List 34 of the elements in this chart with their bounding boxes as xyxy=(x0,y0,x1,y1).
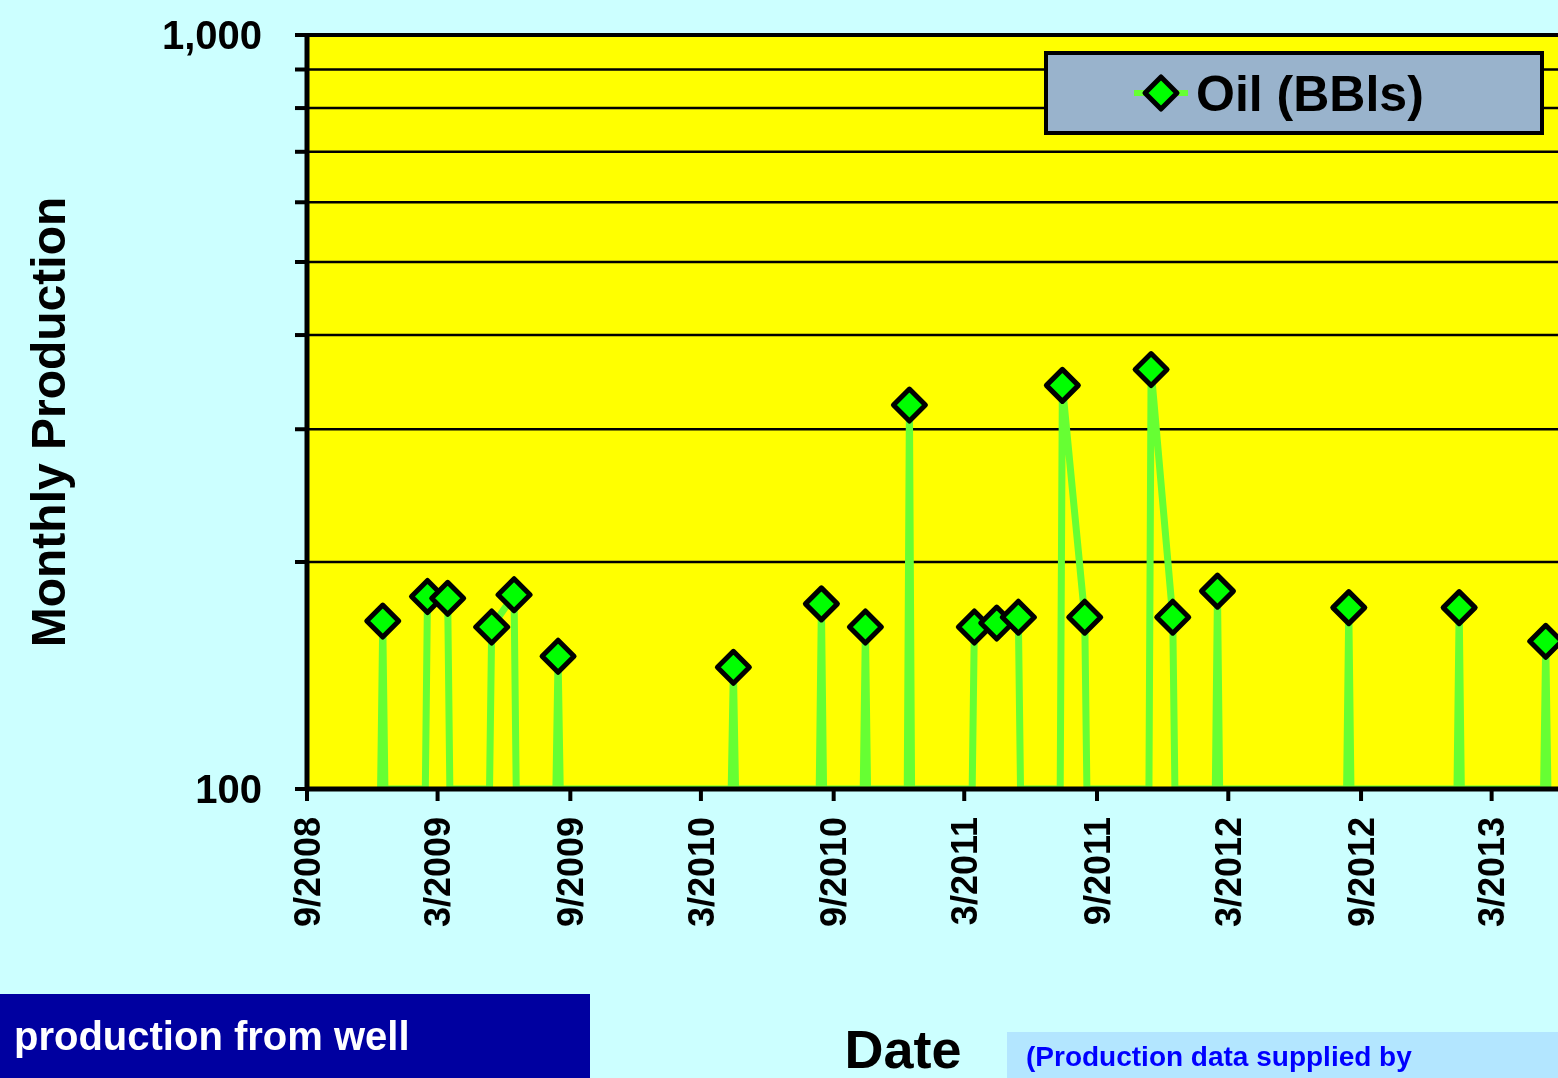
text: production from well xyxy=(14,1014,410,1058)
legend-label: Oil (BBls) xyxy=(1196,65,1424,122)
point xyxy=(1154,598,1192,636)
x-tick-label: 9/2011 xyxy=(1076,817,1118,926)
point xyxy=(1132,351,1170,389)
point xyxy=(473,608,511,646)
x-axis-title: Date xyxy=(844,1019,962,1078)
y-tick-label: 100 xyxy=(195,767,262,811)
text: (Production data supplied by xyxy=(1026,1041,1413,1072)
point xyxy=(429,579,467,617)
x-tick-label: 3/2010 xyxy=(680,817,722,928)
point xyxy=(1043,366,1081,404)
y-axis-title: Monthly Production xyxy=(21,196,75,648)
point xyxy=(1440,589,1478,627)
x-tick-label: 3/2009 xyxy=(417,817,459,928)
point xyxy=(364,602,402,640)
x-tick-label: 9/2009 xyxy=(549,817,591,928)
point xyxy=(714,648,752,686)
point xyxy=(1198,572,1236,610)
y-tick-label: 1,000 xyxy=(161,13,262,57)
point xyxy=(846,608,884,646)
point xyxy=(802,585,840,623)
x-tick-label: 9/2012 xyxy=(1340,817,1382,928)
point xyxy=(1330,589,1368,627)
point xyxy=(890,386,928,424)
point xyxy=(495,576,533,614)
x-tick-label: 9/2010 xyxy=(813,817,855,928)
point xyxy=(1066,598,1104,636)
point xyxy=(539,637,577,675)
x-tick-label: 3/2013 xyxy=(1471,817,1513,928)
x-tick-label: 3/2011 xyxy=(943,817,985,926)
x-tick-label: 9/2008 xyxy=(286,817,328,928)
point xyxy=(999,598,1037,636)
x-tick-label: 3/2012 xyxy=(1207,817,1249,928)
